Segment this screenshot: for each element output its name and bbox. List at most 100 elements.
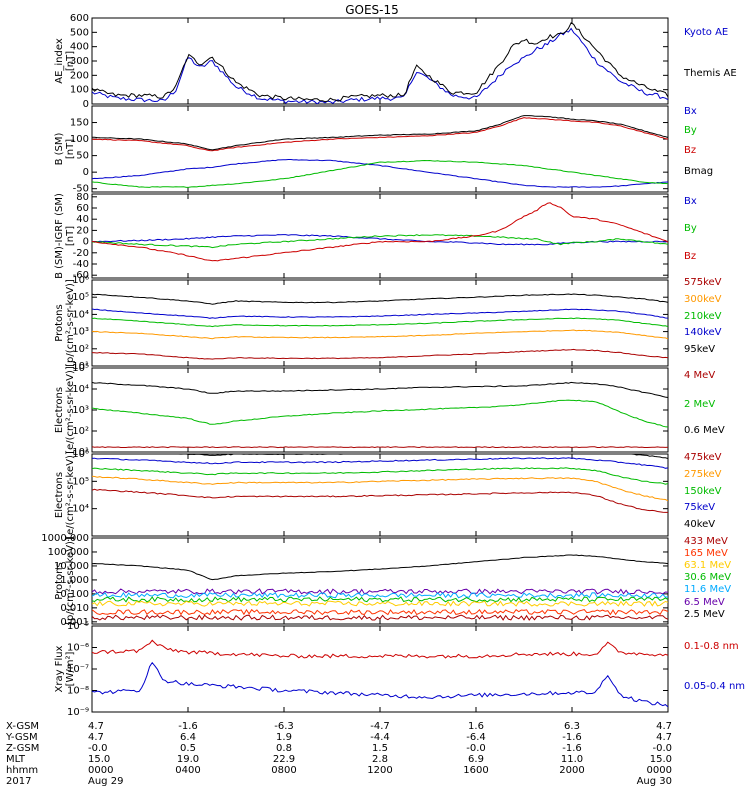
legend-label: 150keV bbox=[684, 486, 722, 497]
legend-label: Bz bbox=[684, 145, 696, 156]
legend-label: 300keV bbox=[684, 294, 722, 305]
footer-cell: -0.0 bbox=[466, 743, 486, 754]
y-tick-label: 10⁴ bbox=[72, 384, 89, 395]
y-tick-label: 10⁶ bbox=[72, 449, 89, 460]
legend-label: 210keV bbox=[684, 311, 722, 322]
legend-label: Kyoto AE bbox=[684, 27, 728, 38]
y-axis-label: [e/(cm²-s-sr-keV)] bbox=[65, 366, 76, 454]
legend-label: 4 MeV bbox=[684, 370, 715, 381]
series-line-by bbox=[92, 234, 668, 249]
footer-cell: 2000 bbox=[559, 765, 584, 776]
y-axis-label: Electrons bbox=[54, 387, 65, 433]
y-axis-label: Xray Flux bbox=[54, 645, 65, 692]
panel-4: 10¹ 10² 10³ 10⁴ 10⁵ 10⁶ Protons [p/(cm²-s-sr-ke… bbox=[54, 275, 722, 372]
y-tick-label: 600 bbox=[70, 13, 89, 24]
y-tick-label: 400 bbox=[70, 42, 89, 53]
legend-label: 2 MeV bbox=[684, 399, 715, 410]
y-tick-label: -50 bbox=[73, 184, 89, 195]
series-line-275kev bbox=[92, 475, 668, 502]
series-line-140kev bbox=[92, 308, 668, 319]
y-tick-label: 10⁻⁸ bbox=[67, 686, 89, 697]
legend-label: 0.05-0.4 nm bbox=[684, 681, 745, 692]
series-group bbox=[92, 202, 668, 262]
y-tick-label: 10⁵ bbox=[72, 363, 89, 374]
panel-frame bbox=[91, 625, 669, 713]
series-line-210kev bbox=[92, 317, 668, 328]
footer-cell: -6.3 bbox=[274, 721, 294, 732]
legend-label: By bbox=[684, 125, 697, 136]
y-axis-label: [nT] bbox=[65, 139, 76, 159]
series-line-6-5-mev bbox=[92, 588, 668, 595]
series-line-2-mev bbox=[92, 399, 668, 428]
footer-cell: -4.7 bbox=[370, 721, 390, 732]
y-tick-label: 100.000 bbox=[48, 547, 89, 558]
footer-cell: 4.7 bbox=[656, 721, 672, 732]
y-tick-label: 10⁵ bbox=[72, 476, 89, 487]
legend-label: 63.1 MeV bbox=[684, 560, 731, 571]
y-tick-label: 40 bbox=[76, 214, 89, 225]
footer-cell: 15.0 bbox=[88, 754, 110, 765]
y-tick-label: 10² bbox=[72, 426, 89, 437]
series-group bbox=[92, 454, 668, 513]
legend-label: 2.5 MeV bbox=[684, 609, 725, 620]
y-axis-label: Electrons bbox=[54, 472, 65, 518]
footer-cell: 22.9 bbox=[273, 754, 295, 765]
y-tick-label: 20 bbox=[76, 225, 89, 236]
y-tick-label: 100 bbox=[70, 134, 89, 145]
y-tick-label: 10⁻⁵ bbox=[67, 621, 89, 632]
series-line-bz bbox=[92, 202, 668, 262]
y-tick-label: 0 bbox=[83, 99, 89, 110]
footer-cell: Aug 30 bbox=[637, 776, 672, 787]
series-line-by bbox=[92, 159, 668, 188]
legend-label: Bx bbox=[684, 106, 697, 117]
footer-cell: 1600 bbox=[463, 765, 488, 776]
y-axis-label: [p/(cm²-s-sr-keV)] bbox=[65, 279, 76, 367]
footer-cell: -6.4 bbox=[466, 732, 486, 743]
panel-frame bbox=[91, 17, 669, 105]
y-tick-label: 500 bbox=[70, 27, 89, 38]
panel-1: 0 100 200 300 400 500 600 AE_index [nT] Kyoto AE T… bbox=[54, 13, 737, 110]
footer-cell: 4.7 bbox=[88, 732, 104, 743]
legend-label: 165 MeV bbox=[684, 548, 728, 559]
legend-label: 433 MeV bbox=[684, 536, 728, 547]
series-group bbox=[92, 639, 668, 708]
footer-cell: 0800 bbox=[271, 765, 296, 776]
series-line-kyoto-ae bbox=[92, 27, 668, 104]
y-tick-label: 10⁶ bbox=[72, 275, 89, 286]
legend-label: 0.1-0.8 nm bbox=[684, 641, 739, 652]
y-tick-label: 10⁴ bbox=[72, 504, 89, 515]
y-tick-label: 0.100 bbox=[60, 589, 89, 600]
footer-cell: -0.0 bbox=[88, 743, 108, 754]
y-tick-label: 0 bbox=[83, 167, 89, 178]
y-tick-label: 10³ bbox=[72, 405, 89, 416]
y-tick-label: 10⁻⁶ bbox=[67, 643, 89, 654]
series-line-0-1-0-8-nm bbox=[92, 639, 668, 659]
footer-cell: 4.7 bbox=[656, 732, 672, 743]
footer-cell: Aug 29 bbox=[88, 776, 123, 787]
y-axis-label: B (SM) bbox=[54, 132, 65, 165]
panel-frame bbox=[91, 105, 669, 193]
legend-label: 40keV bbox=[684, 519, 715, 530]
footer-cell: 0.8 bbox=[276, 743, 292, 754]
footer-cell: -0.0 bbox=[652, 743, 672, 754]
y-tick-label: 100 bbox=[70, 85, 89, 96]
legend-label: 6.5 MeV bbox=[684, 597, 725, 608]
series-group bbox=[92, 293, 668, 360]
y-tick-label: 50 bbox=[76, 151, 89, 162]
series-line-bmag bbox=[92, 115, 668, 151]
footer-cell: 1.5 bbox=[372, 743, 388, 754]
legend-label: Bmag bbox=[684, 166, 713, 177]
series-line-63-1-mev bbox=[92, 600, 668, 607]
series-line-30-6-mev bbox=[92, 596, 668, 603]
y-tick-label: -60 bbox=[73, 270, 89, 281]
series-group bbox=[92, 115, 668, 188]
y-tick-label: 10⁵ bbox=[72, 292, 89, 303]
footer-cell: 19.0 bbox=[177, 754, 199, 765]
y-tick-label: 80 bbox=[76, 192, 89, 203]
panel-8: 10⁻⁹ 10⁻⁸ 10⁻⁷ 10⁻⁶ 10⁻⁵ Xray Flux [W/m²] 0.1-0… bbox=[54, 621, 745, 718]
y-axis-label: AE_index bbox=[54, 38, 65, 84]
legend-label: By bbox=[684, 223, 697, 234]
panel-7: 0.001 0.010 0.100 1.000 10.000 100.000 1000.00… bbox=[41, 533, 731, 628]
